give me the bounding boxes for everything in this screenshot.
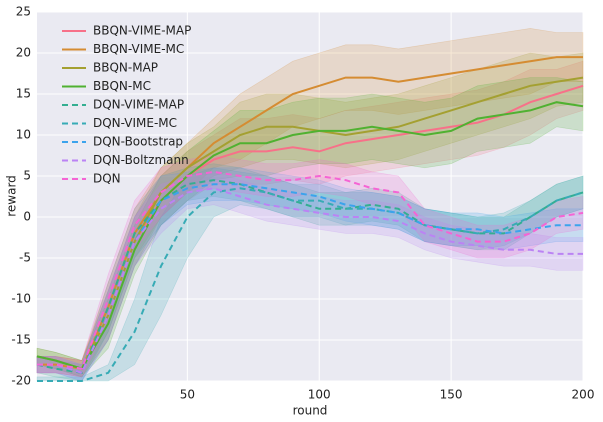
confidence-band (36, 60, 584, 378)
x-tick-label: 50 (180, 388, 195, 402)
series-line (37, 183, 583, 375)
y-tick-label: 5 (23, 169, 31, 183)
legend-label: DQN-VIME-MC (93, 116, 177, 130)
legend-label: DQN-VIME-MAP (93, 98, 184, 112)
y-tick-label: 10 (16, 128, 31, 142)
y-tick-label: -15 (11, 333, 31, 347)
series-line (36, 76, 584, 370)
legend-label: DQN-Boltzmann (93, 153, 189, 167)
x-tick-label: 150 (440, 388, 463, 402)
x-tick-label: 100 (308, 388, 331, 402)
y-tick-label: 0 (23, 210, 31, 224)
confidence-band (36, 167, 584, 382)
legend-label: BBQN-MAP (93, 61, 158, 75)
y-tick-label: 25 (16, 5, 31, 19)
legend-label: BBQN-VIME-MAP (93, 24, 191, 38)
confidence-band (36, 77, 584, 378)
series-line (36, 101, 584, 370)
x-axis-label: round (293, 404, 328, 418)
y-axis-label: reward (5, 175, 19, 217)
y-tick-label: -20 (11, 374, 31, 388)
series-line (36, 179, 584, 374)
legend-label: DQN-Bootstrap (93, 135, 183, 149)
y-tick-label: 15 (16, 87, 31, 101)
y-tick-label: -10 (11, 292, 31, 306)
confidence-band (36, 163, 584, 382)
series-line (37, 187, 583, 375)
y-tick-label: 20 (16, 46, 31, 60)
confidence-band (36, 167, 584, 382)
legend-label: BBQN-MC (93, 79, 151, 93)
x-tick-label: 200 (572, 388, 595, 402)
legend-label: BBQN-VIME-MC (93, 42, 184, 56)
y-tick-label: -5 (19, 251, 31, 265)
series-line (37, 170, 584, 370)
plot-background (37, 12, 583, 381)
legend-label: DQN (93, 172, 121, 186)
